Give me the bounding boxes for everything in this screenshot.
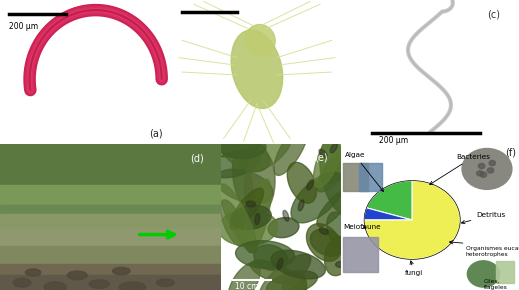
Ellipse shape [236, 241, 295, 269]
Ellipse shape [271, 250, 325, 279]
Ellipse shape [44, 282, 66, 290]
Ellipse shape [277, 258, 283, 269]
Ellipse shape [218, 209, 278, 246]
Ellipse shape [321, 153, 354, 184]
Bar [0, 246, 221, 264]
Bar [343, 163, 367, 191]
Text: (b): (b) [317, 129, 331, 139]
Ellipse shape [25, 269, 41, 276]
Bar [0, 205, 221, 214]
Circle shape [462, 148, 512, 189]
Ellipse shape [330, 143, 337, 153]
Bar [0, 144, 221, 185]
Circle shape [487, 168, 494, 173]
Ellipse shape [266, 271, 318, 290]
Ellipse shape [298, 200, 304, 211]
Bar [359, 163, 382, 191]
Ellipse shape [251, 260, 297, 284]
Ellipse shape [209, 151, 261, 178]
Ellipse shape [246, 179, 271, 253]
Bar [0, 185, 221, 205]
Text: Algae: Algae [345, 152, 384, 191]
Circle shape [476, 171, 483, 176]
Ellipse shape [317, 140, 358, 192]
Text: (e): (e) [315, 152, 328, 162]
Ellipse shape [320, 139, 355, 214]
Ellipse shape [282, 271, 307, 290]
Ellipse shape [255, 213, 260, 225]
Ellipse shape [327, 212, 350, 248]
Text: (f): (f) [505, 148, 516, 158]
Ellipse shape [217, 135, 266, 158]
Text: Detritus: Detritus [461, 212, 506, 224]
Text: Organismes eucaryotes
heterotrophes: Organismes eucaryotes heterotrophes [466, 246, 519, 257]
Ellipse shape [89, 280, 109, 289]
Ellipse shape [268, 218, 299, 238]
Ellipse shape [228, 262, 260, 290]
Ellipse shape [244, 151, 275, 216]
Ellipse shape [306, 224, 342, 261]
Ellipse shape [230, 188, 264, 229]
Ellipse shape [231, 30, 283, 108]
Ellipse shape [233, 153, 253, 207]
Text: 200 μm: 200 μm [182, 17, 211, 26]
Ellipse shape [157, 279, 174, 286]
Ellipse shape [313, 130, 344, 188]
Ellipse shape [287, 162, 317, 203]
Bar [496, 261, 514, 283]
Ellipse shape [245, 25, 275, 56]
Wedge shape [366, 181, 412, 220]
Text: (d): (d) [189, 154, 203, 164]
Text: 200 μm: 200 μm [379, 136, 408, 145]
Ellipse shape [119, 282, 145, 290]
Ellipse shape [200, 135, 258, 157]
Ellipse shape [221, 200, 245, 246]
Ellipse shape [113, 267, 130, 275]
Ellipse shape [335, 261, 345, 267]
Text: Meiofaune: Meiofaune [343, 224, 380, 230]
Ellipse shape [246, 201, 255, 207]
Bar [0, 214, 221, 229]
Wedge shape [364, 208, 412, 220]
Ellipse shape [319, 149, 327, 158]
Text: Ciles,
flageles: Ciles, flageles [483, 279, 507, 289]
Ellipse shape [319, 228, 329, 234]
Ellipse shape [324, 236, 351, 276]
Text: Bacteries: Bacteries [430, 154, 490, 184]
Ellipse shape [13, 278, 31, 287]
Circle shape [479, 163, 485, 169]
Circle shape [468, 261, 499, 287]
Ellipse shape [216, 169, 273, 203]
Text: fungi: fungi [405, 261, 424, 276]
Ellipse shape [230, 205, 271, 230]
Ellipse shape [254, 245, 288, 270]
Ellipse shape [291, 172, 345, 223]
Ellipse shape [220, 184, 257, 253]
Ellipse shape [260, 254, 311, 290]
Ellipse shape [317, 189, 351, 227]
Ellipse shape [307, 180, 313, 190]
Bar [0, 229, 221, 246]
Text: (c): (c) [487, 9, 500, 19]
Bar [0, 276, 221, 290]
Circle shape [480, 172, 487, 177]
Bar [343, 238, 378, 273]
Bar [0, 264, 221, 276]
Circle shape [489, 160, 496, 166]
Text: (a): (a) [149, 129, 163, 139]
Text: 10 cm: 10 cm [235, 282, 258, 290]
Wedge shape [364, 181, 460, 259]
Text: 200 μm: 200 μm [9, 22, 38, 31]
Ellipse shape [283, 210, 289, 221]
Ellipse shape [274, 123, 309, 175]
Ellipse shape [67, 271, 87, 280]
Ellipse shape [240, 130, 291, 172]
Ellipse shape [221, 133, 269, 171]
Ellipse shape [310, 229, 344, 256]
